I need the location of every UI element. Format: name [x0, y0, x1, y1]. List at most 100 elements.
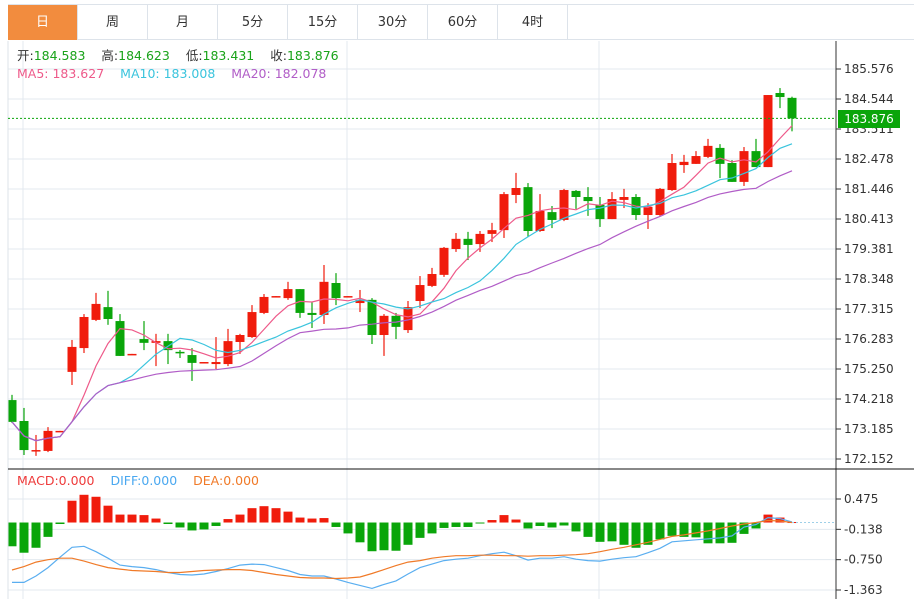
macd-bar-negative — [691, 522, 701, 538]
macd-bar-positive — [235, 514, 245, 523]
macd-bar-positive — [151, 518, 161, 523]
candle-down — [307, 312, 317, 315]
candle-up — [259, 296, 269, 313]
candle-down — [727, 163, 737, 182]
macd-bar-negative — [571, 522, 581, 532]
macd-bar-negative — [547, 522, 557, 528]
candle-up — [355, 299, 365, 304]
macd-panel — [7, 494, 836, 590]
low-label: 低: — [185, 48, 203, 63]
candle-up — [451, 238, 461, 250]
candle-up — [199, 362, 209, 364]
candle-down — [7, 400, 17, 422]
tab-day[interactable]: 日 — [8, 5, 78, 40]
macd-bar-positive — [319, 518, 329, 523]
ma10-value: MA10: 183.008 — [120, 66, 216, 81]
macd-bar-positive — [295, 517, 305, 523]
macd-bar-positive — [103, 505, 113, 523]
candle-down — [175, 351, 185, 354]
ohlc-info: 开:184.583 高:184.623 低:183.431 收:183.876 … — [17, 47, 351, 83]
macd-bar-negative — [211, 522, 221, 526]
candle-down — [787, 97, 797, 119]
candle-up — [403, 307, 413, 331]
macd-bar-negative — [163, 522, 173, 525]
macd-bar-negative — [19, 522, 29, 553]
candle-up — [55, 430, 65, 433]
candle-up — [475, 233, 485, 245]
macd-bar-negative — [439, 522, 449, 528]
candle-down — [367, 299, 377, 336]
dea-line — [11, 519, 793, 580]
macd-axis-label: 0.475 — [844, 492, 878, 506]
candle-up — [667, 163, 677, 191]
ma20-value: MA20: 182.078 — [231, 66, 327, 81]
candle-down — [583, 197, 593, 202]
macd-bar-positive — [223, 519, 233, 523]
candle-up — [343, 296, 353, 298]
candle-up — [427, 273, 437, 286]
candle-up — [283, 289, 293, 299]
macd-bar-negative — [475, 522, 485, 524]
macd-bar-positive — [79, 494, 89, 523]
tab-15min[interactable]: 15分 — [288, 5, 358, 40]
macd-bar-negative — [415, 522, 425, 538]
macd-bar-positive — [499, 515, 509, 523]
candle-down — [547, 212, 557, 220]
macd-bar-positive — [247, 508, 257, 523]
macd-axis-label: -0.138 — [844, 522, 883, 536]
period-tabs: 日 周 月 5分 15分 30分 60分 4时 — [8, 4, 914, 40]
candles — [7, 88, 797, 456]
candle-up — [235, 335, 245, 342]
high-value: 184.623 — [118, 48, 170, 63]
candle-down — [103, 307, 113, 320]
macd-bar-negative — [727, 522, 737, 543]
tab-week[interactable]: 周 — [78, 5, 148, 40]
candle-up — [91, 303, 101, 320]
ma-lines — [11, 125, 793, 442]
candle-down — [331, 283, 341, 299]
tab-4hour[interactable]: 4时 — [498, 5, 568, 40]
macd-axis-label: -1.363 — [844, 583, 883, 597]
price-axis-label: 182.478 — [844, 152, 894, 166]
candle-down — [463, 238, 473, 245]
candle-up — [271, 296, 281, 298]
price-axis-label: 173.185 — [844, 422, 894, 436]
macd-bar-negative — [403, 522, 413, 545]
candle-up — [499, 194, 509, 231]
macd-bar-negative — [703, 522, 713, 544]
price-axis-label: 181.446 — [844, 182, 894, 196]
price-axis-label: 185.576 — [844, 62, 894, 76]
price-axis-label: 174.218 — [844, 392, 894, 406]
macd-bar-negative — [331, 522, 341, 527]
close-label: 收: — [270, 48, 287, 63]
macd-bar-positive — [487, 520, 497, 523]
macd-info: MACD:0.000 DIFF:0.000 DEA:0.000 — [17, 473, 259, 488]
macd-bar-positive — [271, 508, 281, 523]
tab-month[interactable]: 月 — [148, 5, 218, 40]
candle-up — [211, 362, 221, 365]
macd-bar-negative — [583, 522, 593, 537]
candle-down — [391, 315, 401, 327]
macd-bar-positive — [259, 506, 269, 523]
tab-60min[interactable]: 60分 — [428, 5, 498, 40]
tab-30min[interactable]: 30分 — [358, 5, 428, 40]
tab-5min[interactable]: 5分 — [218, 5, 288, 40]
macd-bar-negative — [523, 522, 533, 529]
price-axis-label: 179.381 — [844, 242, 894, 256]
macd-bar-negative — [7, 522, 17, 547]
candle-down — [715, 147, 725, 164]
macd-bar-positive — [511, 519, 521, 523]
macd-bar-negative — [607, 522, 617, 542]
macd-value: MACD:0.000 — [17, 473, 95, 488]
macd-bar-negative — [631, 522, 641, 548]
macd-bar-negative — [187, 522, 197, 531]
candle-up — [319, 281, 329, 315]
macd-bar-negative — [643, 522, 653, 545]
candle-up — [619, 197, 629, 200]
macd-bar-positive — [307, 518, 317, 523]
diff-value: DIFF:0.000 — [110, 473, 178, 488]
open-label: 开: — [17, 48, 34, 63]
macd-bar-negative — [619, 522, 629, 545]
macd-bar-positive — [127, 514, 137, 523]
